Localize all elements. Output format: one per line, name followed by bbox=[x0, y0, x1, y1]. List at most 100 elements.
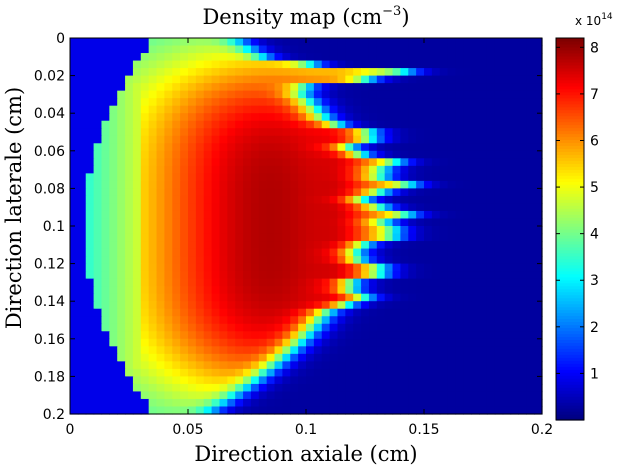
heatmap-cell bbox=[361, 45, 370, 54]
heatmap-cell bbox=[384, 301, 394, 310]
heatmap-cell bbox=[140, 383, 150, 393]
heatmap-cell bbox=[431, 383, 441, 393]
heatmap-cell bbox=[337, 210, 346, 220]
heatmap-cell bbox=[235, 113, 244, 122]
heatmap-cell bbox=[180, 113, 189, 122]
heatmap-cell bbox=[227, 271, 236, 280]
heatmap-cell bbox=[534, 226, 543, 235]
heatmap-cell bbox=[258, 263, 268, 272]
heatmap-cell bbox=[337, 226, 346, 235]
heatmap-cell bbox=[479, 165, 488, 174]
heatmap-cell bbox=[447, 316, 457, 325]
heatmap-cell bbox=[494, 271, 504, 280]
heatmap-cell bbox=[463, 323, 472, 332]
heatmap-cell bbox=[85, 406, 95, 415]
heatmap-cell bbox=[70, 90, 79, 99]
heatmap-cell bbox=[274, 293, 283, 302]
heatmap-cell bbox=[172, 398, 181, 408]
heatmap-cell bbox=[101, 128, 110, 137]
heatmap-cell bbox=[195, 53, 205, 62]
heatmap-cell bbox=[156, 323, 165, 332]
heatmap-cell bbox=[117, 173, 126, 182]
heatmap-cell bbox=[282, 233, 291, 242]
heatmap-cell bbox=[408, 286, 417, 295]
heatmap-cell bbox=[235, 203, 244, 212]
heatmap-cell bbox=[384, 173, 394, 182]
heatmap-cell bbox=[140, 143, 150, 152]
heatmap-cell bbox=[117, 158, 126, 167]
heatmap-cell bbox=[132, 218, 142, 227]
heatmap-cell bbox=[392, 173, 401, 182]
heatmap-cell bbox=[227, 150, 236, 159]
heatmap-cell bbox=[424, 293, 433, 302]
heatmap-cell bbox=[329, 218, 339, 227]
heatmap-cell bbox=[313, 105, 323, 114]
heatmap-cell bbox=[156, 75, 165, 84]
heatmap-cell bbox=[117, 188, 126, 197]
heatmap-cell bbox=[164, 263, 173, 272]
heatmap-cell bbox=[400, 376, 409, 385]
heatmap-cell bbox=[376, 241, 386, 250]
heatmap-cell bbox=[361, 128, 370, 137]
heatmap-cell bbox=[227, 188, 236, 197]
heatmap-cell bbox=[227, 376, 236, 385]
heatmap-cell bbox=[400, 383, 409, 393]
heatmap-cell bbox=[70, 286, 79, 295]
heatmap-cell bbox=[424, 233, 433, 242]
heatmap-cell bbox=[510, 135, 519, 144]
heatmap-cell bbox=[368, 165, 378, 174]
heatmap-cell bbox=[125, 376, 134, 385]
heatmap-cell bbox=[195, 90, 205, 99]
heatmap-cell bbox=[479, 150, 488, 159]
heatmap-cell bbox=[250, 195, 260, 205]
heatmap-cell bbox=[400, 113, 409, 122]
heatmap-cell bbox=[258, 53, 268, 62]
heatmap-cell bbox=[361, 113, 370, 122]
heatmap-cell bbox=[298, 338, 307, 347]
heatmap-cell bbox=[502, 376, 512, 385]
heatmap-cell bbox=[219, 301, 228, 310]
heatmap-cell bbox=[424, 180, 433, 189]
heatmap-cell bbox=[431, 98, 441, 107]
colorbar-step bbox=[556, 52, 584, 57]
heatmap-cell bbox=[447, 68, 457, 77]
heatmap-cell bbox=[400, 248, 409, 257]
heatmap-cell bbox=[376, 120, 386, 129]
heatmap-cell bbox=[479, 316, 488, 325]
heatmap-cell bbox=[416, 143, 425, 152]
heatmap-cell bbox=[431, 105, 441, 114]
heatmap-cell bbox=[188, 203, 197, 212]
heatmap-cell bbox=[313, 361, 323, 370]
colorbar-step bbox=[556, 408, 584, 412]
heatmap-cell bbox=[510, 45, 519, 54]
heatmap-cell bbox=[400, 158, 409, 167]
heatmap-cell bbox=[195, 105, 205, 114]
heatmap-cell bbox=[353, 398, 362, 408]
heatmap-cell bbox=[431, 241, 441, 250]
heatmap-cell bbox=[70, 68, 79, 77]
heatmap-cell bbox=[345, 293, 354, 302]
heatmap-cell bbox=[188, 90, 197, 99]
heatmap-cell bbox=[416, 150, 425, 159]
heatmap-cell bbox=[203, 226, 213, 235]
heatmap-cell bbox=[518, 210, 527, 220]
heatmap-cell bbox=[258, 383, 268, 393]
heatmap-cell bbox=[258, 135, 268, 144]
heatmap-cell bbox=[306, 338, 315, 347]
heatmap-cell bbox=[392, 383, 401, 393]
heatmap-cell bbox=[486, 113, 496, 122]
heatmap-cell bbox=[117, 263, 126, 272]
heatmap-cell bbox=[258, 188, 268, 197]
heatmap-cell bbox=[337, 293, 346, 302]
heatmap-cell bbox=[140, 83, 150, 92]
colorbar-step bbox=[556, 264, 584, 269]
heatmap-cell bbox=[117, 60, 126, 69]
heatmap-cell bbox=[274, 188, 283, 197]
heatmap-cell bbox=[180, 53, 189, 62]
heatmap-cell bbox=[195, 241, 205, 250]
heatmap-cell bbox=[486, 278, 496, 287]
heatmap-cell bbox=[125, 165, 134, 174]
heatmap-cell bbox=[195, 376, 205, 385]
heatmap-cell bbox=[101, 210, 110, 220]
heatmap-cell bbox=[109, 83, 118, 92]
